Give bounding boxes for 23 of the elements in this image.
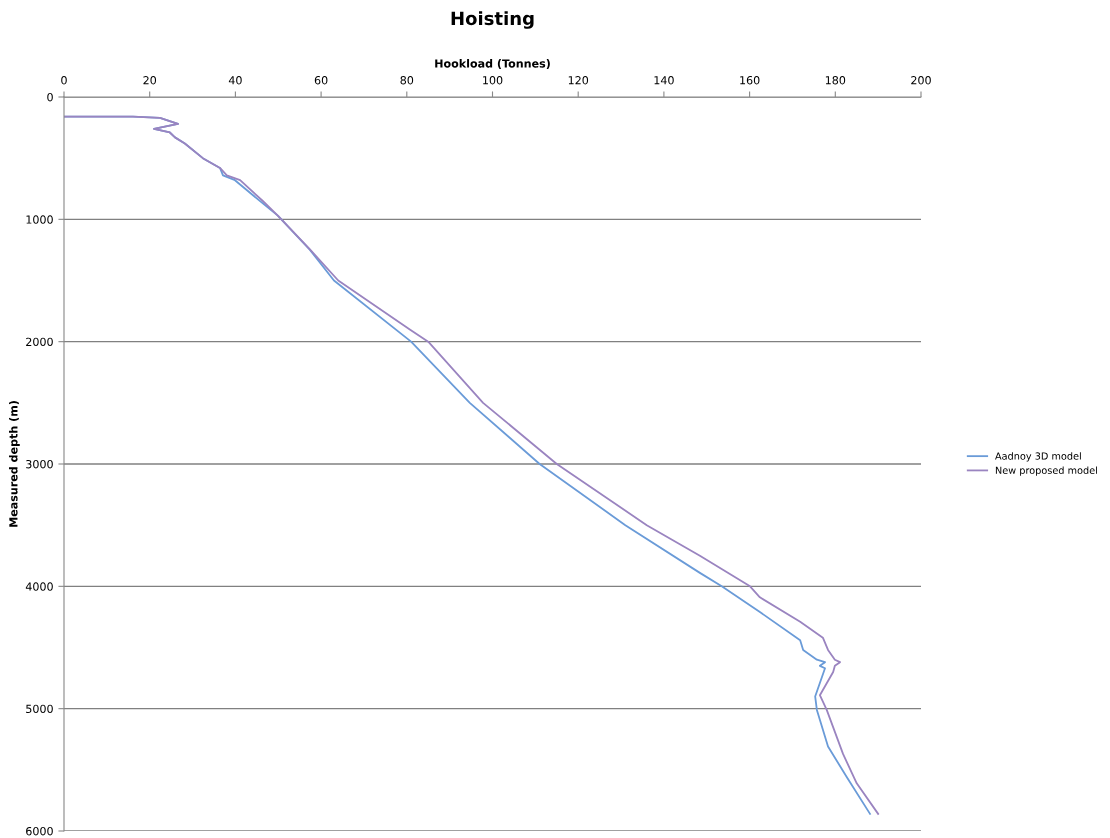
legend-label: New proposed model bbox=[995, 466, 1097, 476]
x-tick-label: 200 bbox=[911, 76, 931, 85]
x-tick-label: 20 bbox=[143, 76, 157, 85]
x-tick-label: 100 bbox=[483, 76, 503, 85]
legend-label: Aadnoy 3D model bbox=[995, 452, 1081, 462]
x-tick-label: 80 bbox=[400, 76, 414, 85]
x-tick-label: 160 bbox=[740, 76, 760, 85]
chart-title: Hoisting bbox=[451, 11, 534, 29]
y-tick-label: 1000 bbox=[26, 215, 53, 224]
x-tick-label: 180 bbox=[825, 76, 846, 85]
y-axis-title: Measured depth (m) bbox=[9, 401, 20, 527]
x-tick-label: 0 bbox=[61, 76, 67, 85]
y-tick-label: 2000 bbox=[26, 337, 53, 347]
x-tick-label: 120 bbox=[568, 76, 589, 85]
x-tick-label: 140 bbox=[654, 76, 674, 85]
x-tick-label: 40 bbox=[228, 76, 242, 85]
y-tick-label: 4000 bbox=[25, 582, 53, 591]
y-tick-label: 5000 bbox=[26, 704, 53, 714]
x-tick-label: 60 bbox=[314, 76, 328, 85]
y-tick-label: 0 bbox=[47, 92, 53, 102]
y-tick-label: 3000 bbox=[26, 459, 53, 469]
y-tick-label: 6000 bbox=[26, 826, 53, 836]
x-axis-title: Hookload (Tonnes) bbox=[435, 59, 550, 69]
